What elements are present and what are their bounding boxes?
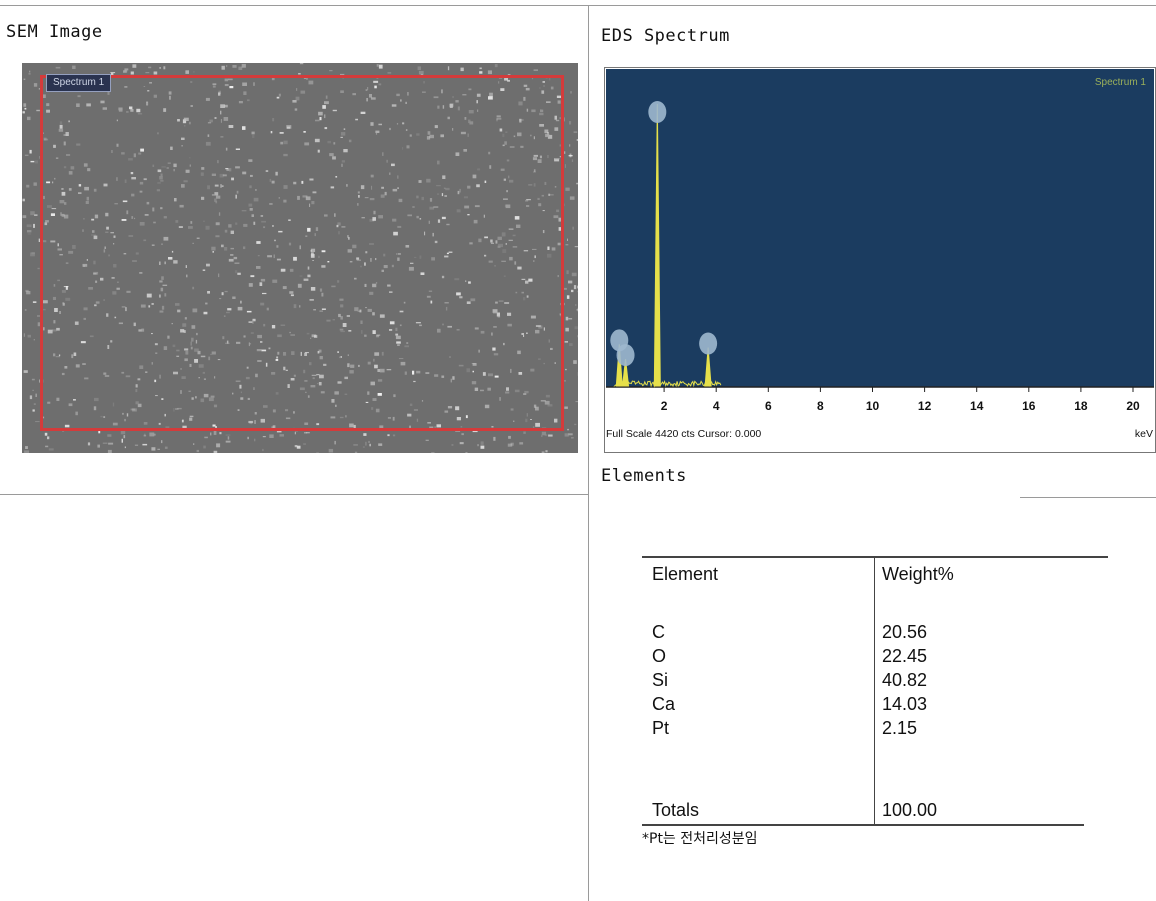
element-cell: Ca [652, 694, 676, 714]
eds-plot-area: Spectrum 1 [606, 69, 1154, 387]
eds-x-tick-label: 12 [918, 399, 932, 413]
eds-x-tick-label: 4 [713, 399, 720, 413]
middle-rule-left [0, 494, 588, 495]
eds-spectrum-label: Spectrum 1 [1094, 77, 1146, 88]
eds-peak-marker [648, 101, 667, 123]
eds-x-tick-label: 14 [970, 399, 984, 413]
column-header-element: Element [652, 564, 719, 584]
eds-scale-readout: Full Scale 4420 cts Cursor: 0.000 [606, 428, 762, 440]
eds-peak [653, 103, 661, 387]
column-header-weight: Weight% [882, 564, 954, 584]
weight-cell: 14.03 [882, 694, 928, 714]
table-column-divider [874, 556, 875, 826]
element-cell: O [652, 646, 667, 666]
top-rule [0, 5, 1156, 6]
eds-spectrum-svg: 2 4 6 8 10 12 14 16 18 20 [606, 101, 1154, 413]
weight-cell: 20.56 [882, 622, 928, 642]
eds-spectrum-chart: Spectrum 1 2 4 6 8 10 12 14 16 18 20 Full Scale 4… [604, 67, 1156, 453]
footnote: *Pt는 전처리성분임 [642, 831, 758, 847]
table-top-rule [642, 556, 1108, 558]
table-bottom-rule [642, 824, 1084, 826]
eds-x-tick-label: 20 [1126, 399, 1140, 413]
eds-peak-marker [616, 344, 635, 367]
eds-x-tick-label: 16 [1022, 399, 1036, 413]
eds-x-tick-label: 8 [817, 399, 824, 413]
sem-header: SEM Image [6, 22, 103, 42]
eds-peak [615, 344, 623, 387]
middle-rule-right [1020, 497, 1156, 498]
eds-header: EDS Spectrum [601, 26, 730, 46]
eds-peak [704, 347, 712, 387]
totals-label: Totals [652, 800, 700, 820]
totals-value: 100.00 [882, 800, 938, 820]
weight-cell: 40.82 [882, 670, 928, 690]
center-divider [588, 5, 589, 901]
sem-spectrum-label: Spectrum 1 [46, 74, 112, 92]
eds-x-tick-label: 6 [765, 399, 772, 413]
element-cell: C [652, 622, 665, 642]
eds-peak-marker [699, 332, 718, 355]
weight-cell: 2.15 [882, 718, 918, 738]
region-of-interest-box [40, 75, 564, 431]
element-cell: Pt [652, 718, 670, 738]
eds-background-trace [613, 379, 722, 388]
eds-x-tick-label: 10 [866, 399, 880, 413]
sem-image: Spectrum 1 [22, 63, 578, 453]
element-cell: Si [652, 670, 669, 690]
eds-peak [621, 359, 630, 387]
elements-header: Elements [601, 466, 687, 486]
eds-axis-unit: keV [1134, 428, 1153, 440]
eds-x-tick-label: 2 [661, 399, 668, 413]
sem-texture [22, 63, 578, 453]
eds-x-tick-label: 18 [1074, 399, 1088, 413]
weight-cell: 22.45 [882, 646, 928, 666]
